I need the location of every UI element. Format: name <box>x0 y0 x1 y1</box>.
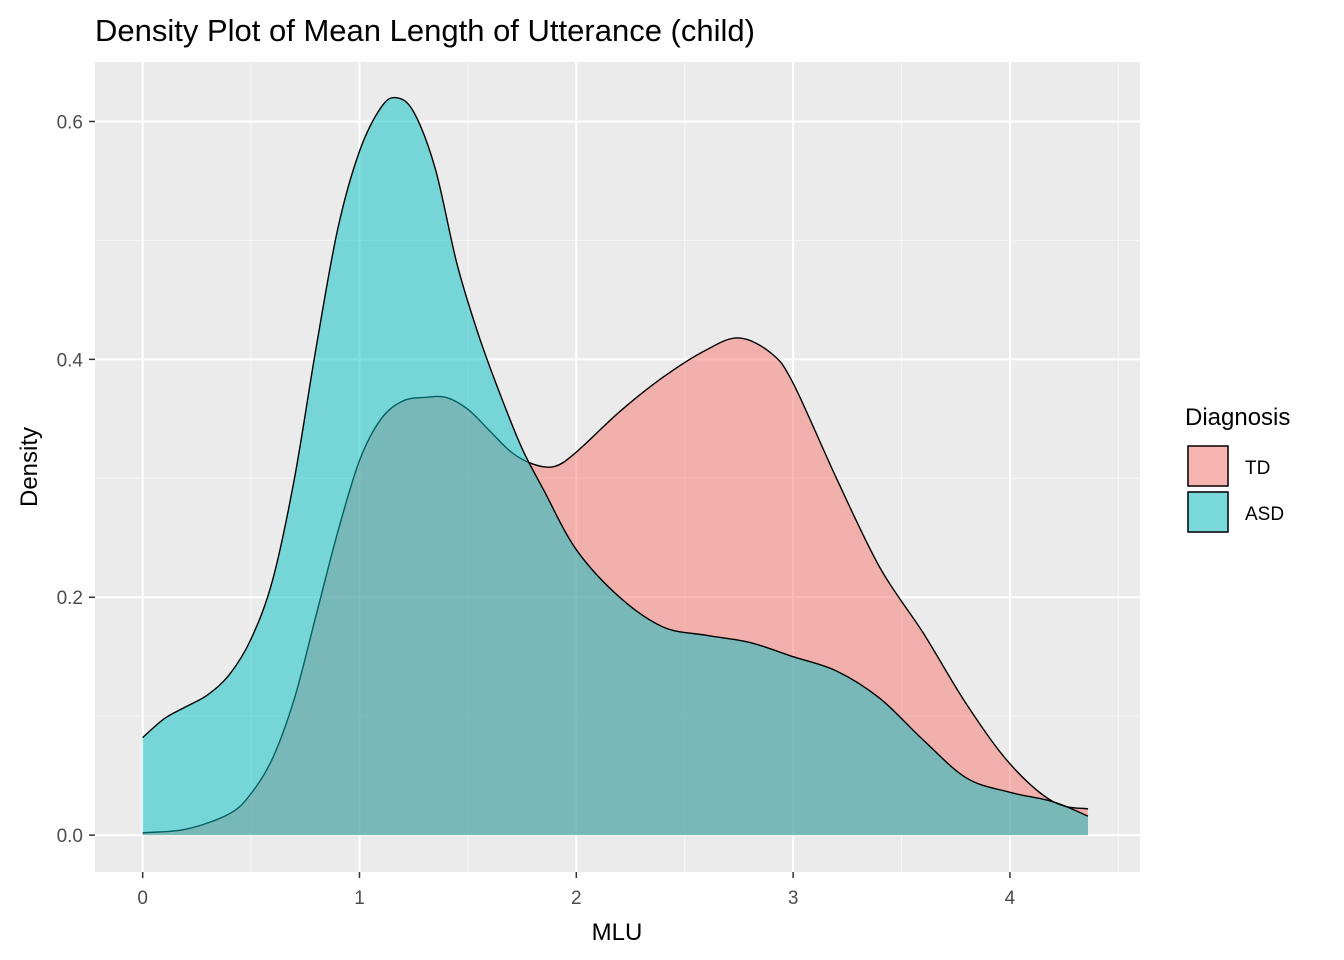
y-tick-label: 0.0 <box>57 826 83 847</box>
density-areas <box>142 96 1089 836</box>
y-tick-label: 0.2 <box>57 588 83 609</box>
legend: Diagnosis TD ASD <box>1185 404 1290 533</box>
legend-label-td: TD <box>1245 458 1270 479</box>
legend-title: Diagnosis <box>1185 404 1290 431</box>
x-tick-label: 1 <box>354 888 365 909</box>
x-axis-ticks: 0 1 2 3 4 <box>137 872 1016 909</box>
y-axis-ticks: 0.0 0.2 0.4 0.6 <box>57 112 95 847</box>
legend-swatch-td <box>1187 445 1229 487</box>
legend-swatch-asd <box>1187 491 1229 533</box>
x-tick-label: 3 <box>788 888 799 909</box>
x-axis-title: MLU <box>592 919 643 946</box>
x-tick-label: 4 <box>1005 888 1016 909</box>
chart-title: Density Plot of Mean Length of Utterance… <box>95 13 755 48</box>
x-tick-label: 0 <box>137 888 148 909</box>
y-tick-label: 0.4 <box>57 350 84 371</box>
density-area-asd <box>142 97 1088 836</box>
y-axis-title: Density <box>16 427 43 507</box>
density-outline-asd <box>142 96 1089 817</box>
y-tick-label: 0.6 <box>57 112 83 133</box>
x-tick-label: 2 <box>571 888 582 909</box>
legend-label-asd: ASD <box>1245 504 1284 525</box>
